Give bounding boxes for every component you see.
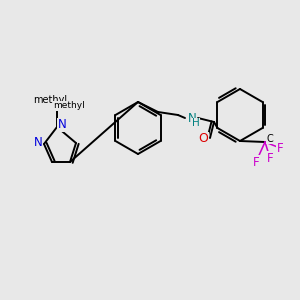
Text: F: F bbox=[267, 152, 273, 164]
Text: methyl: methyl bbox=[53, 101, 85, 110]
Text: H: H bbox=[192, 118, 200, 128]
Text: F: F bbox=[253, 155, 259, 169]
Text: N: N bbox=[188, 112, 196, 124]
Text: N: N bbox=[34, 136, 42, 149]
Text: N: N bbox=[58, 118, 66, 131]
Text: C: C bbox=[267, 134, 273, 144]
Text: O: O bbox=[198, 133, 208, 146]
Text: F: F bbox=[277, 142, 283, 154]
Text: methyl: methyl bbox=[33, 95, 67, 105]
